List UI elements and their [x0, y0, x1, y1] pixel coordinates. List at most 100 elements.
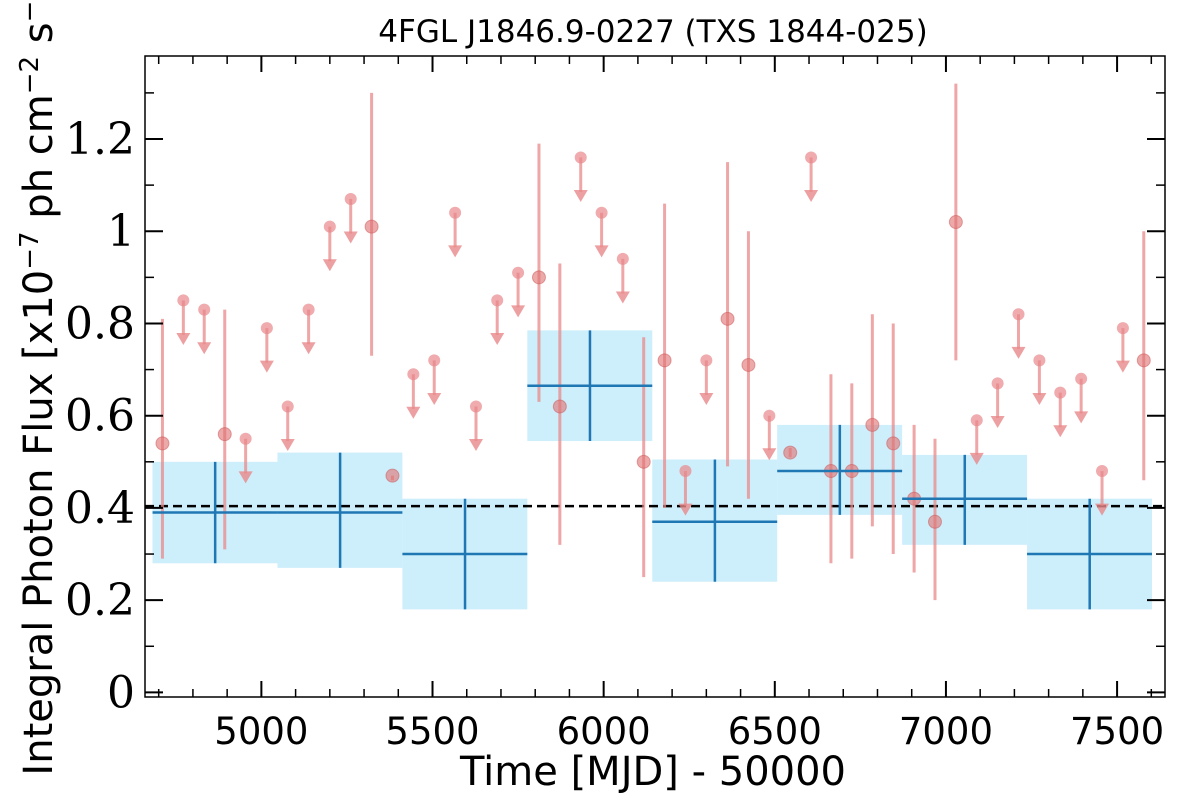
x-tick-label: 7000 [899, 710, 993, 753]
upper-limit-marker [302, 303, 315, 316]
x-axis-ticks: 5000 5500 6000 6500 7000 7500 [157, 56, 1164, 753]
y-tick-label: 0 [107, 667, 135, 718]
x-tick-label: 6500 [728, 710, 822, 753]
upper-limit-arrow [511, 305, 526, 318]
monthly-flux-point [783, 445, 798, 460]
upper-limit-marker [1054, 386, 1067, 399]
monthly-flux-point [886, 436, 901, 451]
upper-limit-marker [469, 400, 482, 413]
y-tick-label: 0.8 [65, 298, 135, 349]
upper-limit-arrow [1011, 346, 1026, 359]
upper-limit-arrow [573, 190, 588, 203]
upper-limit-marker [281, 400, 294, 413]
upper-limit-marker [428, 354, 441, 367]
upper-limit-arrow [176, 332, 191, 345]
upper-limit-marker [260, 322, 273, 335]
monthly-flux-point [636, 454, 651, 469]
upper-limit-marker [323, 220, 336, 233]
upper-limit-marker [616, 252, 629, 265]
upper-limit-arrow [197, 342, 212, 355]
upper-limit-marker [1033, 354, 1046, 367]
upper-limit-arrow [615, 291, 630, 304]
monthly-flux-point [741, 357, 756, 372]
monthly-flux-point [155, 436, 170, 451]
upper-limit-marker [491, 294, 504, 307]
upper-limit-arrow [1053, 425, 1068, 438]
upper-limit-arrow [427, 392, 442, 405]
monthly-flux-point [1136, 353, 1151, 368]
upper-limit-marker [763, 409, 776, 422]
monthly-flux-point [865, 417, 880, 432]
y-axis-label-exp3: −1 [15, 0, 45, 22]
upper-limit-arrow [280, 439, 295, 452]
x-tick-label: 7500 [1070, 710, 1164, 753]
y-tick-label: 0.2 [65, 575, 135, 626]
monthly-flux-point [217, 427, 232, 442]
upper-limit-marker [344, 192, 357, 205]
upper-limit-arrow [301, 342, 316, 355]
y-axis-label: Integral Photon Flux [x10−7 ph cm−2 s−1] [15, 0, 62, 776]
yearly-bin-bands [152, 330, 1152, 610]
upper-limit-marker [177, 294, 190, 307]
monthly-flux-point [720, 311, 735, 326]
upper-limit-arrow [804, 190, 819, 203]
upper-limit-arrow [762, 448, 777, 461]
upper-limit-arrow [699, 392, 714, 405]
upper-limit-marker [1012, 308, 1025, 321]
monthly-flux-point [948, 215, 963, 230]
monthly-flux-point [364, 219, 379, 234]
monthly-flux-point [657, 353, 672, 368]
upper-limit-arrow [1095, 503, 1110, 516]
y-axis-label-exp2: −2 [15, 56, 45, 94]
upper-limit-marker [574, 151, 587, 164]
y-tick-label: 1 [107, 206, 135, 257]
upper-limit-marker [805, 151, 818, 164]
y-axis-ticks: 0 0.2 0.4 0.6 0.8 1 1.2 [65, 92, 1165, 718]
upper-limit-arrow [1074, 411, 1089, 424]
monthly-flux-point [531, 270, 546, 285]
y-tick-label: 0.4 [65, 483, 135, 534]
monthly-flux-point [927, 514, 942, 529]
yearly-bin-crosses [152, 330, 1152, 610]
x-tick-label: 5500 [385, 710, 479, 753]
upper-limit-marker [239, 432, 252, 445]
monthly-flux-point [385, 468, 400, 483]
monthly-points [155, 83, 1151, 601]
upper-limit-arrow [1032, 392, 1047, 405]
y-tick-label: 1.2 [65, 114, 135, 165]
upper-limit-arrow [1115, 360, 1130, 373]
x-axis-label: Time [MJD] - 50000 [459, 749, 846, 795]
y-tick-label: 0.6 [65, 391, 135, 442]
upper-limit-arrow [238, 471, 253, 484]
upper-limit-arrow [490, 332, 505, 345]
monthly-flux-point [552, 399, 567, 414]
upper-limit-arrow [259, 360, 274, 373]
upper-limit-arrow [322, 259, 337, 272]
upper-limit-arrow [678, 503, 693, 516]
upper-limit-arrow [406, 406, 421, 419]
upper-limit-marker [449, 206, 462, 219]
y-axis-label-mid: ph cm [16, 94, 62, 231]
upper-limit-arrow [969, 452, 984, 465]
upper-limit-marker [700, 354, 713, 367]
upper-limit-marker [1096, 465, 1109, 478]
y-axis-label-main: Integral Photon Flux [x10 [16, 270, 62, 776]
y-axis-label-exp1: −7 [15, 231, 45, 269]
axes-frame [144, 55, 1166, 698]
plot-frame [144, 55, 1166, 698]
upper-limit-arrow [594, 245, 609, 258]
upper-limit-marker [991, 377, 1004, 390]
upper-limit-arrow [990, 416, 1005, 429]
upper-limit-marker [970, 414, 983, 427]
y-axis-label-mid2: s [16, 22, 62, 56]
upper-limit-marker [407, 368, 420, 381]
upper-limit-marker [679, 465, 692, 478]
x-tick-label: 6000 [557, 710, 651, 753]
upper-limit-marker [512, 266, 525, 279]
upper-limit-marker [198, 303, 211, 316]
upper-limit-arrow [448, 245, 463, 258]
upper-limit-marker [1116, 322, 1129, 335]
x-tick-label: 5000 [214, 710, 308, 753]
upper-limit-marker [595, 206, 608, 219]
